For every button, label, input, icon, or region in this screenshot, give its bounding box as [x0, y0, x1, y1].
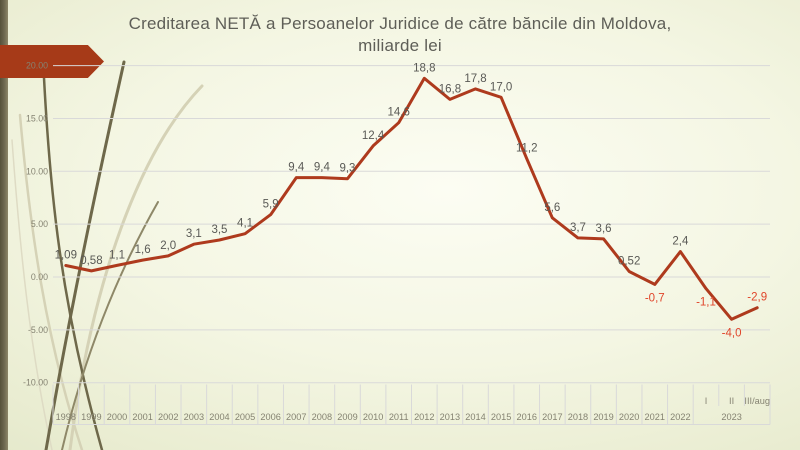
- category-label: 2020: [619, 412, 639, 422]
- data-point-label: 18,8: [413, 62, 435, 74]
- decorative-swoosh-light-large: [68, 84, 204, 450]
- data-point-label: 3,1: [186, 228, 202, 240]
- data-point-label: 2,4: [672, 236, 689, 248]
- decorative-swoosh-light-left: [18, 113, 84, 450]
- category-label: 2001: [132, 412, 152, 422]
- category-group-label: 2023: [721, 412, 741, 422]
- category-label: 2021: [645, 412, 665, 422]
- data-point-label: 17,0: [490, 81, 512, 93]
- category-label: 2005: [235, 412, 255, 422]
- slide-banner-arrow: [0, 45, 104, 78]
- category-label: 2003: [184, 412, 204, 422]
- category-label: 2014: [465, 412, 485, 422]
- category-label: 1998: [56, 412, 76, 422]
- left-accent-bar: [0, 0, 8, 450]
- y-tick-label: -10.00: [23, 378, 48, 388]
- category-label: 2017: [542, 412, 562, 422]
- category-label: 1999: [81, 412, 101, 422]
- data-point-label: 1,1: [109, 249, 125, 261]
- data-point-label: -0,7: [645, 292, 665, 304]
- data-point-label: 17,8: [464, 73, 486, 85]
- category-label: 2019: [593, 412, 613, 422]
- data-point-label: -4,0: [722, 327, 742, 339]
- data-point-label: 0,52: [618, 256, 640, 268]
- category-sublabel: II: [729, 396, 734, 406]
- data-point-label: 5,6: [544, 202, 560, 214]
- data-point-label: 1,09: [55, 249, 77, 261]
- data-point-label: 3,6: [596, 223, 612, 235]
- y-tick-label: 10.00: [26, 166, 48, 176]
- category-label: 2011: [389, 412, 409, 422]
- category-label: 2022: [670, 412, 690, 422]
- slide-title-line1: Creditarea NETĂ a Persoanelor Juridice d…: [128, 14, 672, 33]
- category-label: 2010: [363, 412, 383, 422]
- data-point-label: 9,4: [314, 162, 331, 174]
- data-point-label: 1,6: [135, 244, 151, 256]
- data-point-label: 5,9: [263, 199, 279, 211]
- slide-title-line2: miliarde lei: [358, 36, 442, 56]
- decorative-swoosh-faint: [11, 139, 53, 450]
- data-point-label: 3,7: [570, 222, 586, 234]
- category-label: 2004: [209, 412, 229, 422]
- y-tick-label: 0.00: [31, 272, 48, 282]
- decorative-swoosh-dark-2: [44, 60, 126, 450]
- category-label: 2018: [568, 412, 588, 422]
- data-point-label: 11,2: [516, 143, 538, 155]
- data-point-label: -1,1: [696, 297, 716, 309]
- category-label: 2013: [440, 412, 460, 422]
- y-tick-label: 15.00: [26, 113, 48, 123]
- data-point-label: 14,6: [388, 107, 410, 119]
- category-label: 2007: [286, 412, 306, 422]
- credit-line-series: [64, 76, 759, 321]
- data-point-label: 9,3: [339, 163, 355, 175]
- category-label: 2009: [337, 412, 357, 422]
- decorative-swoosh-dark-1: [42, 76, 104, 450]
- y-tick-label: 5.00: [31, 219, 48, 229]
- category-sublabel: I: [705, 396, 708, 406]
- data-point-label: 2,0: [160, 240, 176, 252]
- data-point-label: 12,4: [362, 130, 385, 142]
- category-label: 2016: [517, 412, 537, 422]
- data-point-label: 9,4: [288, 162, 305, 174]
- category-label: 2012: [414, 412, 434, 422]
- data-point-label: 16,8: [439, 83, 461, 95]
- decorative-swoosh-medium: [61, 201, 159, 450]
- category-sublabel: III/aug: [744, 396, 770, 406]
- data-point-label: -2,9: [747, 292, 767, 304]
- data-point-label: 0,58: [80, 255, 102, 267]
- y-tick-label: -5.00: [28, 325, 48, 335]
- slide-title: Creditarea NETĂ a Persoanelor Juridice d…: [0, 13, 800, 58]
- category-label: 2015: [491, 412, 511, 422]
- category-label: 2008: [312, 412, 332, 422]
- category-label: 2006: [260, 412, 280, 422]
- data-point-label: 3,5: [211, 224, 227, 236]
- category-label: 2002: [158, 412, 178, 422]
- data-point-label: 4,1: [237, 218, 253, 230]
- category-label: 2000: [107, 412, 127, 422]
